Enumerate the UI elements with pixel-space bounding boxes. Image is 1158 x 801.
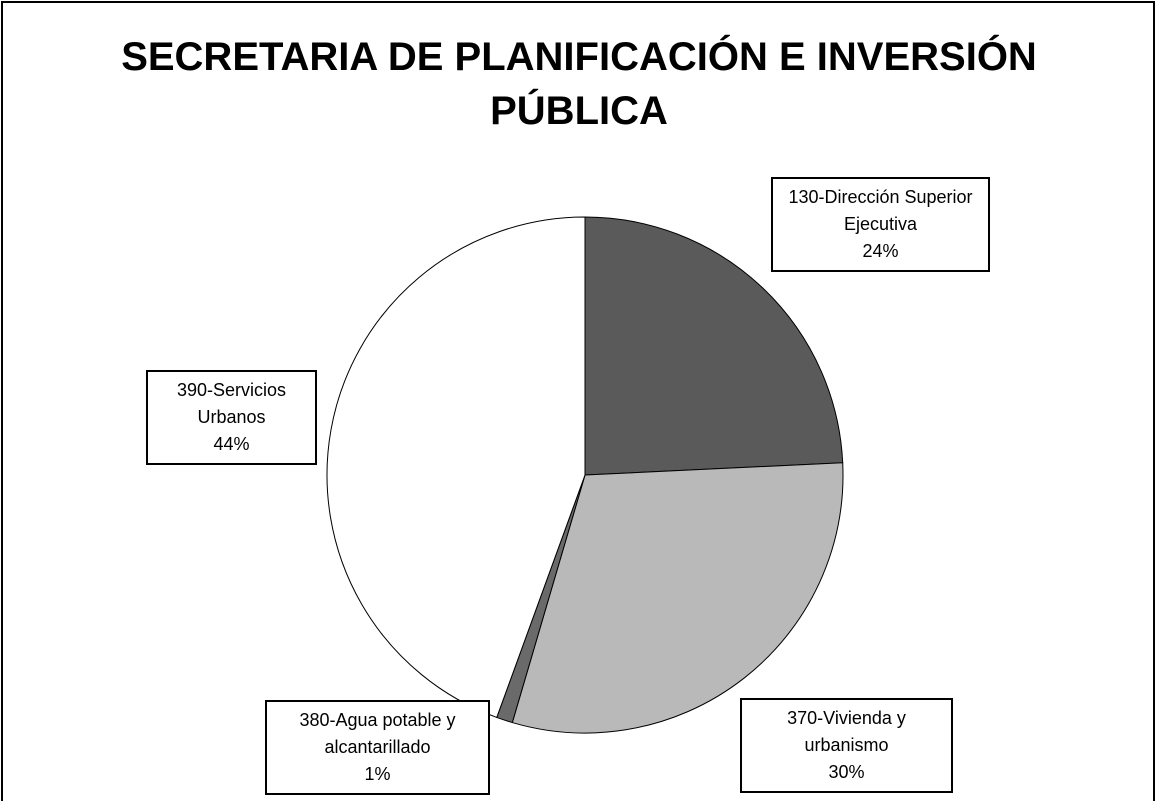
data-label: 380-Agua potable y alcantarillado 1% (265, 700, 490, 795)
label-value: 44% (213, 434, 250, 454)
label-name: 370-Vivienda y urbanismo (787, 708, 906, 755)
label-value: 1% (364, 764, 391, 784)
data-label: 390-Servicios Urbanos 44% (146, 370, 317, 465)
data-label: 370-Vivienda y urbanismo 30% (740, 698, 953, 793)
label-value: 24% (862, 241, 899, 261)
pie-slice (326, 216, 586, 719)
pie-slice (584, 216, 844, 476)
label-name: 390-Servicios Urbanos (176, 380, 287, 427)
data-label: 130-Dirección Superior Ejecutiva 24% (771, 177, 990, 272)
label-name: 380-Agua potable y alcantarillado (299, 710, 456, 757)
chart-title: SECRETARIA DE PLANIFICACIÓN E INVERSIÓN … (121, 35, 1037, 133)
label-value: 30% (828, 762, 865, 782)
label-name: 130-Dirección Superior Ejecutiva (788, 187, 973, 234)
pie-slice (511, 462, 844, 734)
